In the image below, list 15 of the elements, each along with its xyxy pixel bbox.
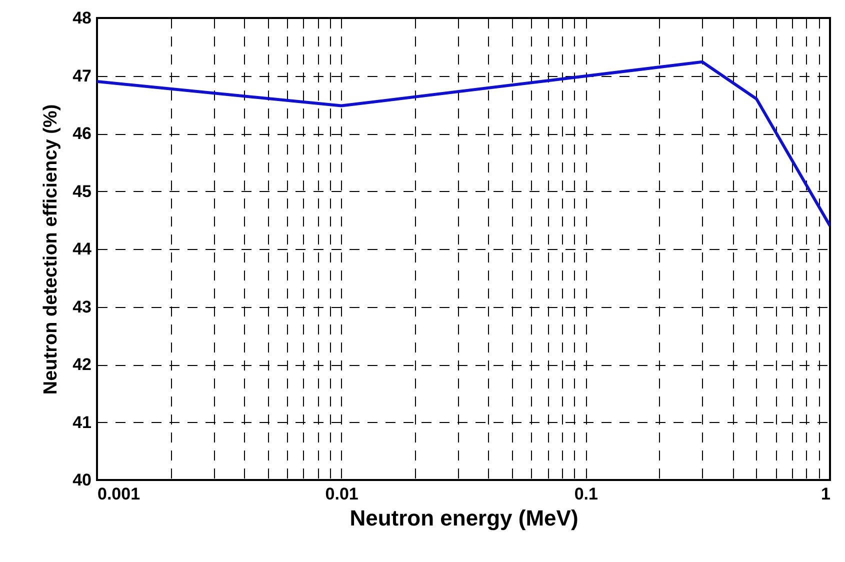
y-tick-label: 44 [72, 240, 92, 258]
y-tick-label: 46 [72, 124, 92, 143]
x-tick-label: 0.1 [574, 484, 598, 504]
y-tick-label: 41 [72, 412, 92, 432]
y-tick-label: 40 [72, 470, 92, 490]
y-tick-label: 48 [72, 8, 92, 28]
x-axis-title: Neutron energy (MeV) [350, 506, 578, 530]
y-tick-label: 42 [72, 355, 92, 374]
y-tick-label: 45 [72, 182, 92, 201]
y-tick-label: 47 [72, 66, 92, 86]
x-tick-label: 0.001 [98, 484, 140, 504]
y-tick-label: 43 [72, 297, 92, 316]
y-axis-title: Neutron detection efficiency (%) [40, 104, 62, 395]
x-tick-label: 0.01 [325, 484, 358, 504]
x-tick-label: 1 [821, 484, 830, 504]
